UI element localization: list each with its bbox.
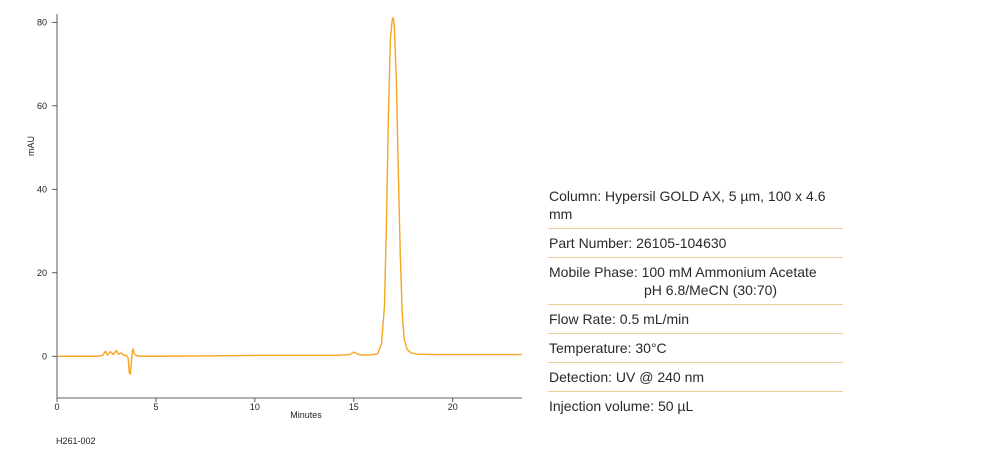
- condition-injection-volume: Injection volume: 50 µL: [549, 398, 694, 414]
- y-tick-label: 80: [37, 17, 47, 27]
- y-tick-label: 40: [37, 184, 47, 194]
- y-tick-label: 20: [37, 268, 47, 278]
- x-axis-label: Minutes: [290, 410, 322, 420]
- y-axis-label: mAU: [26, 136, 36, 156]
- figure-id: H261-002: [56, 436, 96, 446]
- condition-part-number: Part Number: 26105-104630: [548, 229, 843, 258]
- mobile-phase-line2: pH 6.8/MeCN (30:70): [644, 282, 778, 298]
- x-tick-label: 5: [153, 402, 158, 412]
- x-tick-label: 15: [349, 402, 359, 412]
- x-tick-label: 10: [250, 402, 260, 412]
- y-tick-label: 0: [42, 351, 47, 361]
- x-tick-label: 20: [448, 402, 458, 412]
- condition-column: Column: Hypersil GOLD AX, 5 µm, 100 x 4.…: [548, 182, 843, 229]
- x-tick-label: 0: [54, 402, 59, 412]
- condition-temperature: Temperature: 30°C: [548, 334, 843, 363]
- mobile-phase-line1: Mobile Phase: 100 mM Ammonium Acetate: [549, 264, 817, 280]
- method-conditions: Column: Hypersil GOLD AX, 5 µm, 100 x 4.…: [548, 182, 843, 420]
- condition-mobile-phase: Mobile Phase: 100 mM Ammonium Acetate pH…: [548, 258, 843, 305]
- condition-flow-rate: Flow Rate: 0.5 mL/min: [548, 305, 843, 334]
- chromatogram-trace: [57, 17, 522, 375]
- y-tick-label: 60: [37, 101, 47, 111]
- condition-detection: Detection: UV @ 240 nm: [548, 363, 843, 392]
- chromatogram-chart: 0 20 40 60 80 0 5 10 15 20 Minutes mAU: [26, 14, 522, 420]
